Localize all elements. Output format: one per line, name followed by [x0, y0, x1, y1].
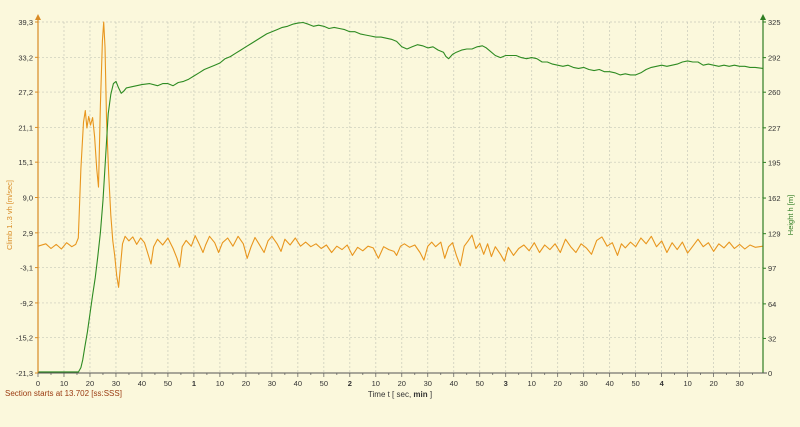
x-tick-label: 40 [138, 379, 146, 388]
x-tick-label: 20 [709, 379, 717, 388]
height-line [38, 21, 764, 373]
x-tick-label: 30 [735, 379, 743, 388]
x-tick-label: 50 [320, 379, 328, 388]
y-left-tick-label: -3,1 [20, 264, 33, 273]
x-tick-label: 20 [86, 379, 94, 388]
x-tick-label: 10 [528, 379, 536, 388]
x-tick-label: 30 [580, 379, 588, 388]
x-tick-label: 10 [683, 379, 691, 388]
labels: 39,3 33,2 27,2 21,1 15,1 9,0 2,9 -3,1 -9,2 -15,2 -… [16, 18, 781, 388]
y-left-tick-label: 39,3 [18, 18, 33, 27]
y-left-tick-label: -9,2 [20, 299, 33, 308]
y-right-tick-label: 129 [768, 230, 781, 239]
y-right-tick-label: 195 [768, 158, 781, 167]
x-tick-label: 50 [164, 379, 172, 388]
y-right-tick-label: 0 [768, 369, 772, 378]
x-tick-label: 20 [398, 379, 406, 388]
x-tick-label: 10 [60, 379, 68, 388]
y-right-tick-label: 325 [768, 18, 781, 27]
y-right-tick-label: 32 [768, 334, 776, 343]
y-right-tick-label: 260 [768, 88, 781, 97]
y-left-tick-label: 15,1 [18, 158, 33, 167]
y-left-axis-arrow [35, 14, 41, 20]
x-tick-label: 40 [606, 379, 614, 388]
x-axis-title-part-1: Time t [ sec, [368, 390, 414, 399]
x-tick-label: 40 [294, 379, 302, 388]
y-left-tick-label: 33,2 [18, 53, 33, 62]
axes [35, 14, 767, 377]
y-right-tick-label: 162 [768, 194, 781, 203]
y-left-tick-label: -21,3 [16, 369, 33, 378]
x-tick-label: 10 [372, 379, 380, 388]
x-tick-label: 30 [112, 379, 120, 388]
x-tick-label: 30 [268, 379, 276, 388]
x-tick-label: 1 [192, 379, 196, 388]
x-tick-label: 3 [504, 379, 508, 388]
y-right-axis-title: Height h [m] [786, 195, 795, 235]
x-axis-title-part-3: ] [428, 390, 432, 399]
y-right-tick-label: 227 [768, 124, 781, 133]
x-tick-label: 50 [631, 379, 639, 388]
y-right-tick-label: 64 [768, 300, 776, 309]
x-tick-label: 20 [242, 379, 250, 388]
y-left-tick-label: 9,0 [23, 194, 33, 203]
x-tick-label: 30 [424, 379, 432, 388]
y-right-tick-label: 292 [768, 54, 781, 63]
x-axis-title-part-2: min [413, 390, 427, 399]
x-tick-label: 40 [450, 379, 458, 388]
x-axis-title: Time t [ sec, min ] [368, 390, 432, 399]
x-tick-label: 50 [476, 379, 484, 388]
x-tick-label: 4 [660, 379, 665, 388]
footer-section-info: Section starts at 13.702 [ss:SSS] [5, 389, 122, 398]
y-left-tick-label: 2,9 [23, 229, 33, 238]
y-right-tick-label: 97 [768, 264, 776, 273]
x-tick-label: 20 [554, 379, 562, 388]
y-left-tick-label: -15,2 [16, 334, 33, 343]
x-tick-label: 0 [36, 379, 40, 388]
x-tick-label: 10 [216, 379, 224, 388]
grid [37, 21, 763, 374]
series-layer [37, 21, 764, 373]
x-tick-label: 2 [348, 379, 352, 388]
climb-line [37, 21, 764, 288]
y-left-axis-title: Climb 1..3 vh [m/sec] [5, 180, 14, 250]
y-left-tick-label: 27,2 [18, 88, 33, 97]
y-left-tick-label: 21,1 [18, 123, 33, 132]
y-right-axis-arrow [760, 14, 766, 20]
